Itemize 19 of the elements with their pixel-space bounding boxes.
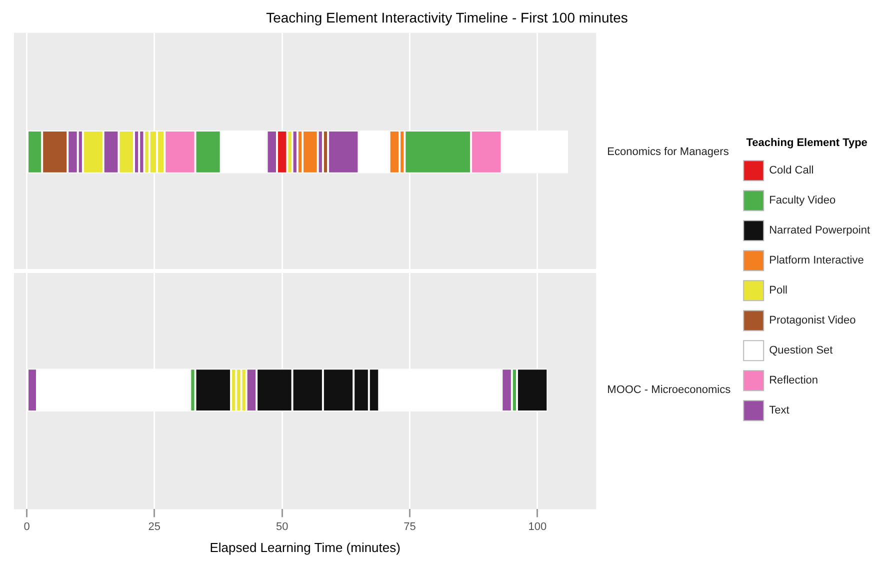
legend-label: Cold Call — [769, 164, 814, 177]
legend-label: Text — [769, 404, 790, 417]
x-tick-label: 0 — [24, 520, 30, 533]
legend-label: Question Set — [769, 344, 833, 357]
y-tick-label: Economics for Managers — [607, 146, 730, 158]
x-tick-label: 75 — [404, 520, 416, 533]
legend-label: Narrated Powerpoint — [769, 224, 870, 237]
legend-label: Faculty Video — [769, 194, 836, 207]
x-tick-label: 50 — [276, 520, 288, 533]
legend-label: Platform Interactive — [769, 254, 864, 267]
legend-label: Poll — [769, 284, 788, 297]
x-tick-label: 25 — [148, 520, 161, 533]
chart-title: Teaching Element Interactivity Timeline - First 100 minutes — [266, 9, 628, 26]
x-tick-label: 100 — [528, 520, 547, 533]
legend-label: Reflection — [769, 374, 818, 387]
legend-title: Teaching Element Type — [746, 136, 868, 149]
x-axis-title: Elapsed Learning Time (minutes) — [210, 540, 400, 555]
legend-label: Protagonist Video — [769, 314, 856, 327]
y-tick-label: MOOC - Microeconomics — [607, 384, 732, 396]
